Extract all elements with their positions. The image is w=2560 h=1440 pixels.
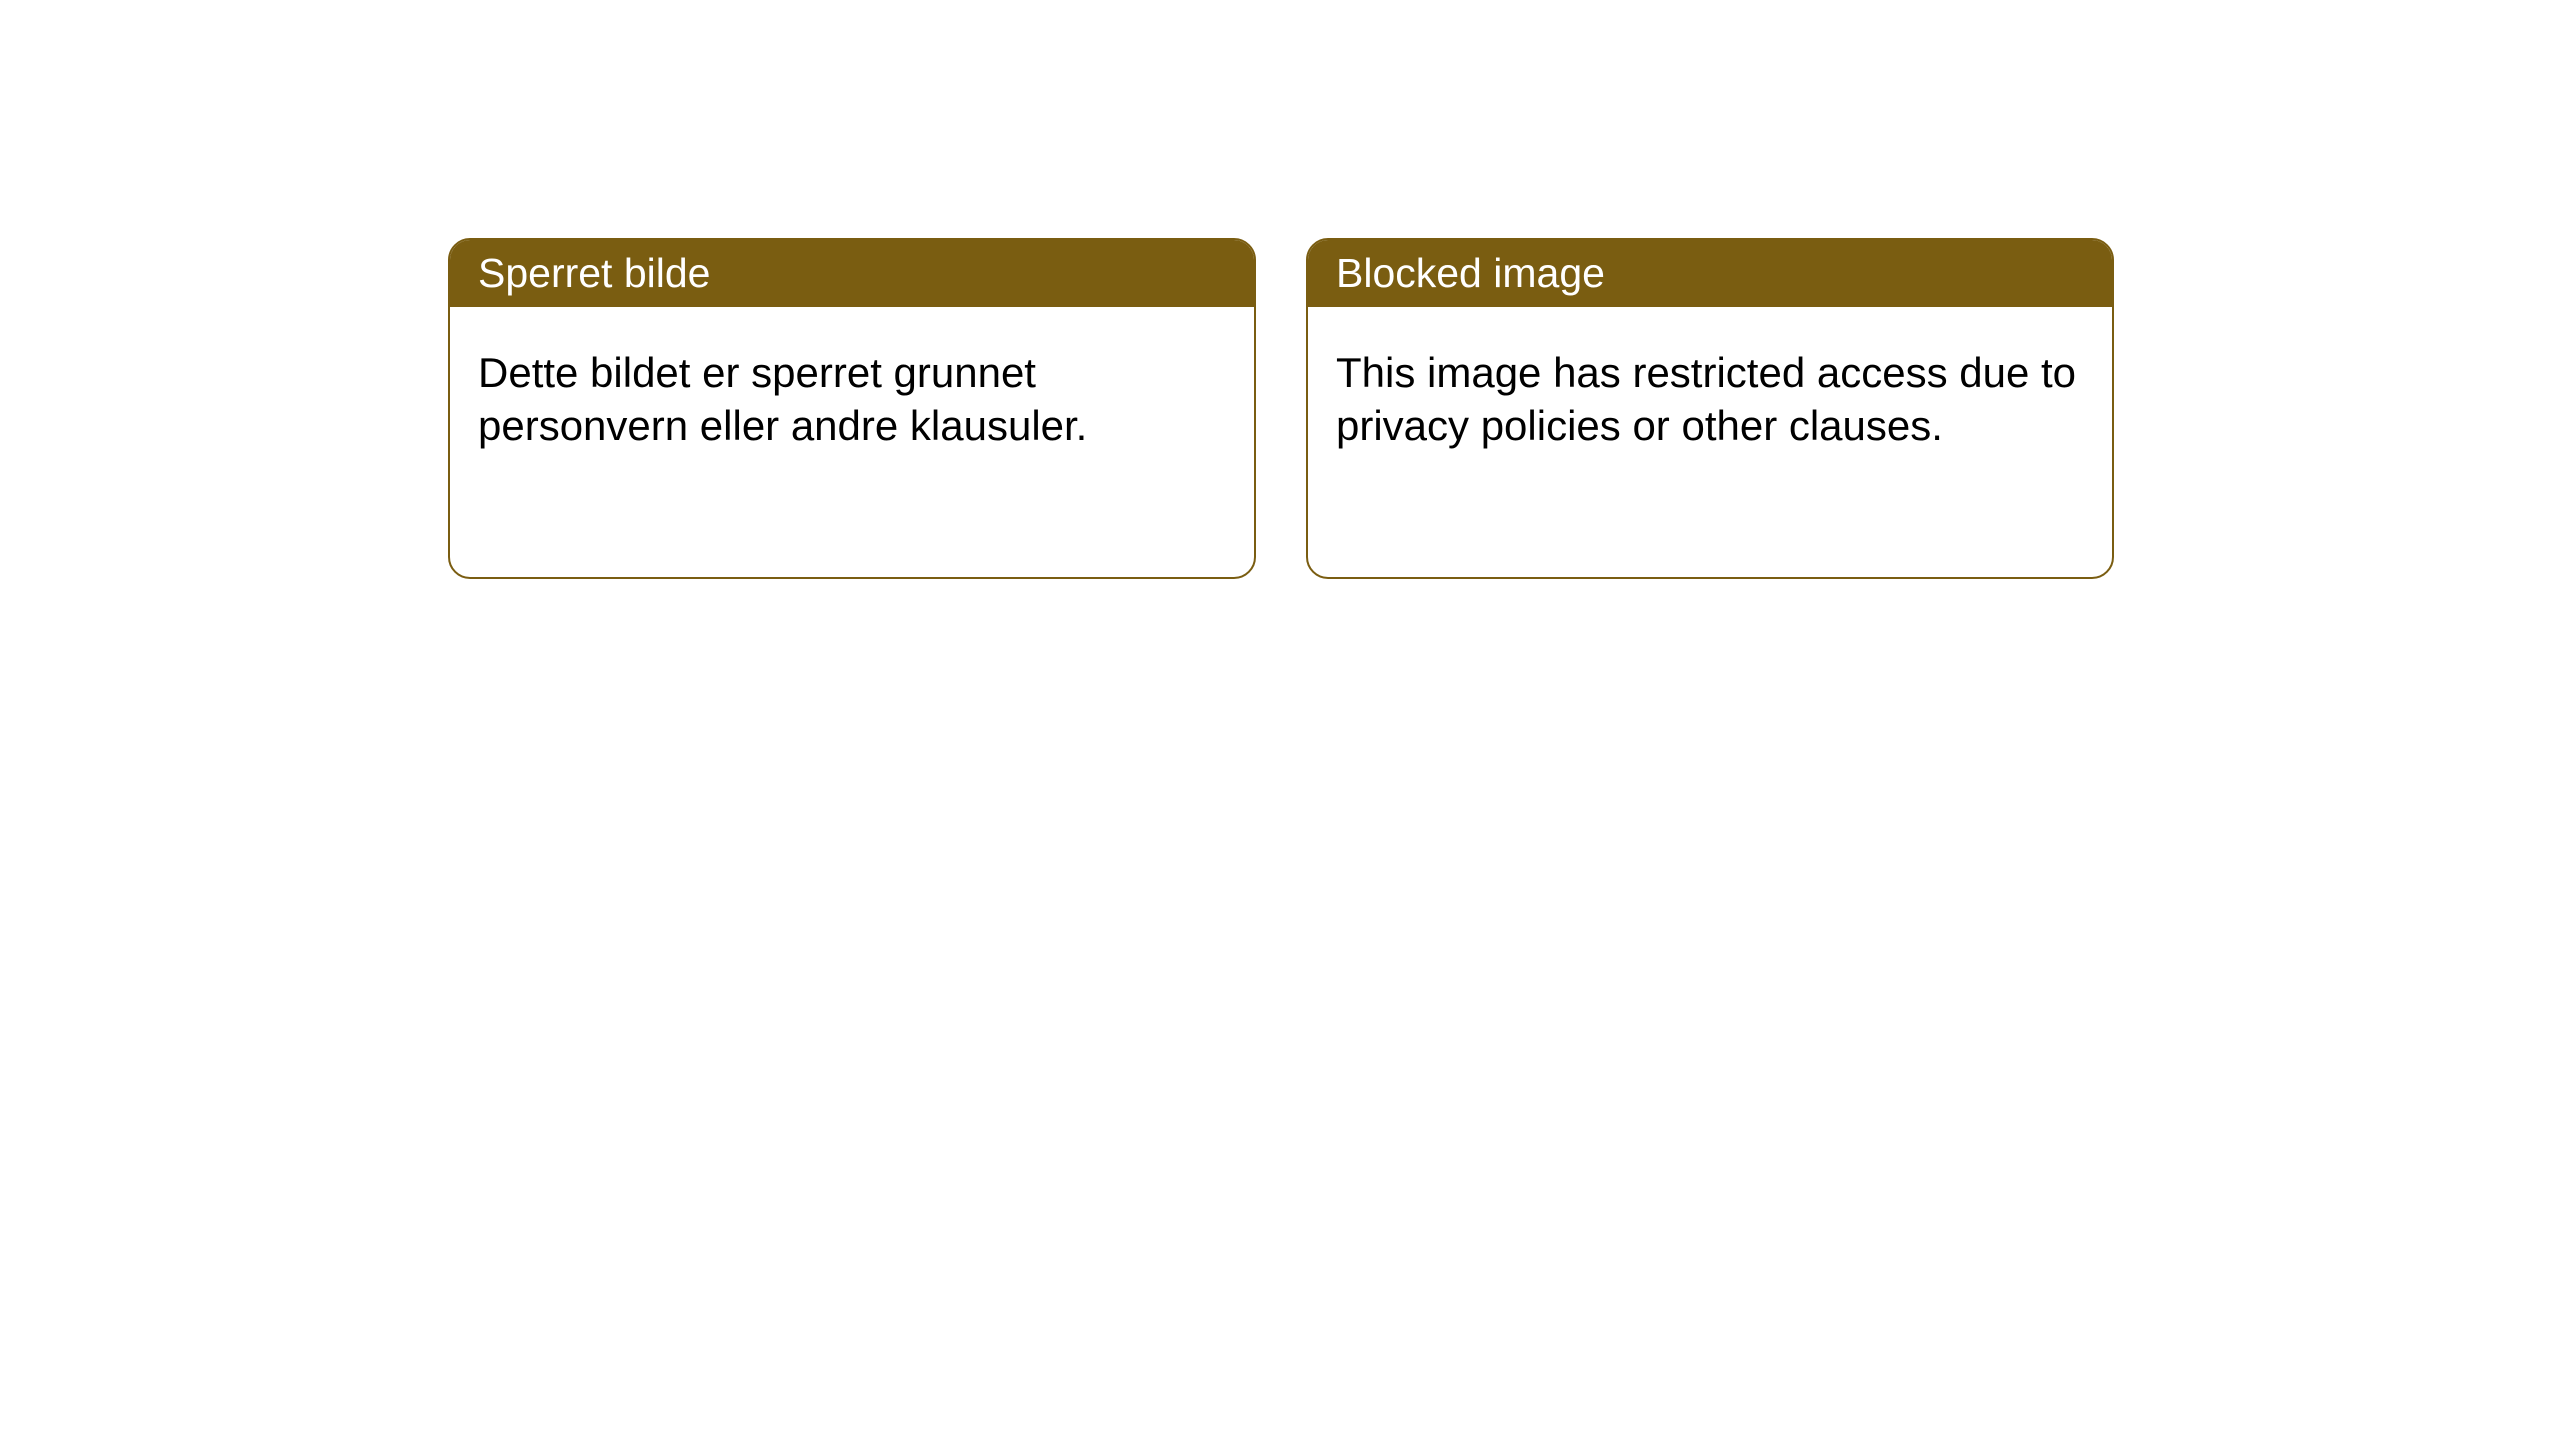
- card-norwegian: Sperret bilde Dette bildet er sperret gr…: [448, 238, 1256, 579]
- card-header: Sperret bilde: [450, 240, 1254, 307]
- card-title: Sperret bilde: [478, 250, 710, 296]
- card-header: Blocked image: [1308, 240, 2112, 307]
- card-body-text: Dette bildet er sperret grunnet personve…: [478, 349, 1087, 449]
- cards-container: Sperret bilde Dette bildet er sperret gr…: [0, 0, 2560, 579]
- card-body: Dette bildet er sperret grunnet personve…: [450, 307, 1254, 577]
- card-body-text: This image has restricted access due to …: [1336, 349, 2076, 449]
- card-english: Blocked image This image has restricted …: [1306, 238, 2114, 579]
- card-title: Blocked image: [1336, 250, 1605, 296]
- card-body: This image has restricted access due to …: [1308, 307, 2112, 577]
